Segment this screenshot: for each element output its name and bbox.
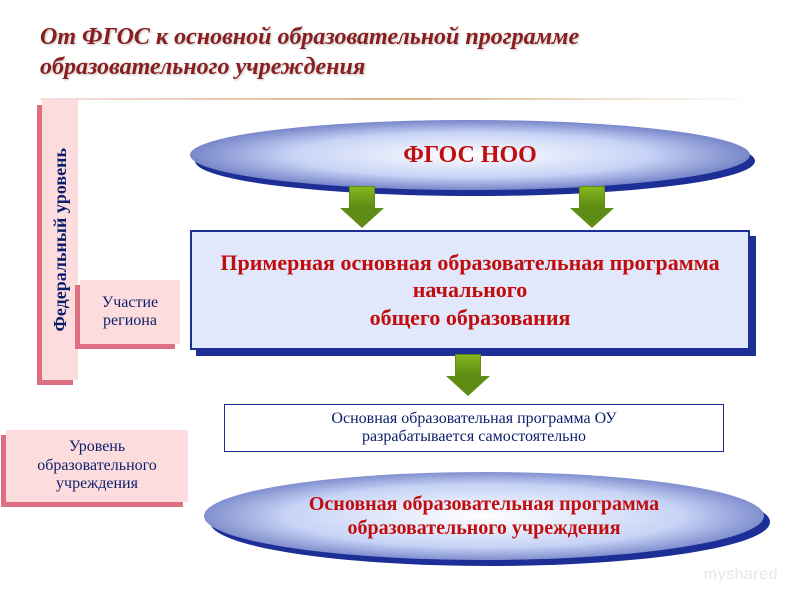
federal-level-face: Федеральный уровень (42, 100, 78, 380)
sample-program-face: Примерная основная образовательная прогр… (190, 230, 750, 350)
slide-title: От ФГОС к основной образовательной прогр… (40, 22, 760, 82)
institution-program-oval-label: Основная образовательная программа образ… (309, 492, 659, 540)
institution-program-oval: Основная образовательная программа образ… (204, 472, 764, 560)
fgos-oval-label: ФГОС НОО (403, 142, 537, 169)
federal-level-label: Федеральный уровень (50, 148, 71, 332)
arrow-down-icon (340, 186, 384, 228)
arrow-head (446, 376, 490, 396)
arrow-stem (579, 186, 605, 208)
institution-program-oval-face: Основная образовательная программа образ… (204, 472, 764, 560)
arrow-stem (455, 354, 481, 376)
institution-level-label: Уровень образовательного учреждения (37, 438, 157, 493)
sample-program-label: Примерная основная образовательная прогр… (208, 249, 732, 332)
fgos-oval-face: ФГОС НОО (190, 120, 750, 190)
federal-level-box: Федеральный уровень (42, 100, 78, 380)
sample-program-box: Примерная основная образовательная прогр… (190, 230, 750, 350)
arrow-head (340, 208, 384, 228)
self-developed-note: Основная образовательная программа ОУ ра… (224, 404, 724, 452)
title-rule (40, 98, 760, 100)
watermark: myshared (704, 566, 778, 584)
region-label: Участие региона (102, 294, 158, 329)
arrow-stem (349, 186, 375, 208)
self-developed-note-label: Основная образовательная программа ОУ ра… (331, 410, 616, 447)
diagram-stage: От ФГОС к основной образовательной прогр… (0, 0, 800, 600)
institution-level-face: Уровень образовательного учреждения (6, 430, 188, 502)
region-face: Участие региона (80, 280, 180, 344)
fgos-oval: ФГОС НОО (190, 120, 750, 190)
arrow-down-icon (570, 186, 614, 228)
arrow-head (570, 208, 614, 228)
region-box: Участие региона (80, 280, 180, 344)
institution-level-box: Уровень образовательного учреждения (6, 430, 188, 502)
arrow-down-icon (446, 354, 490, 396)
